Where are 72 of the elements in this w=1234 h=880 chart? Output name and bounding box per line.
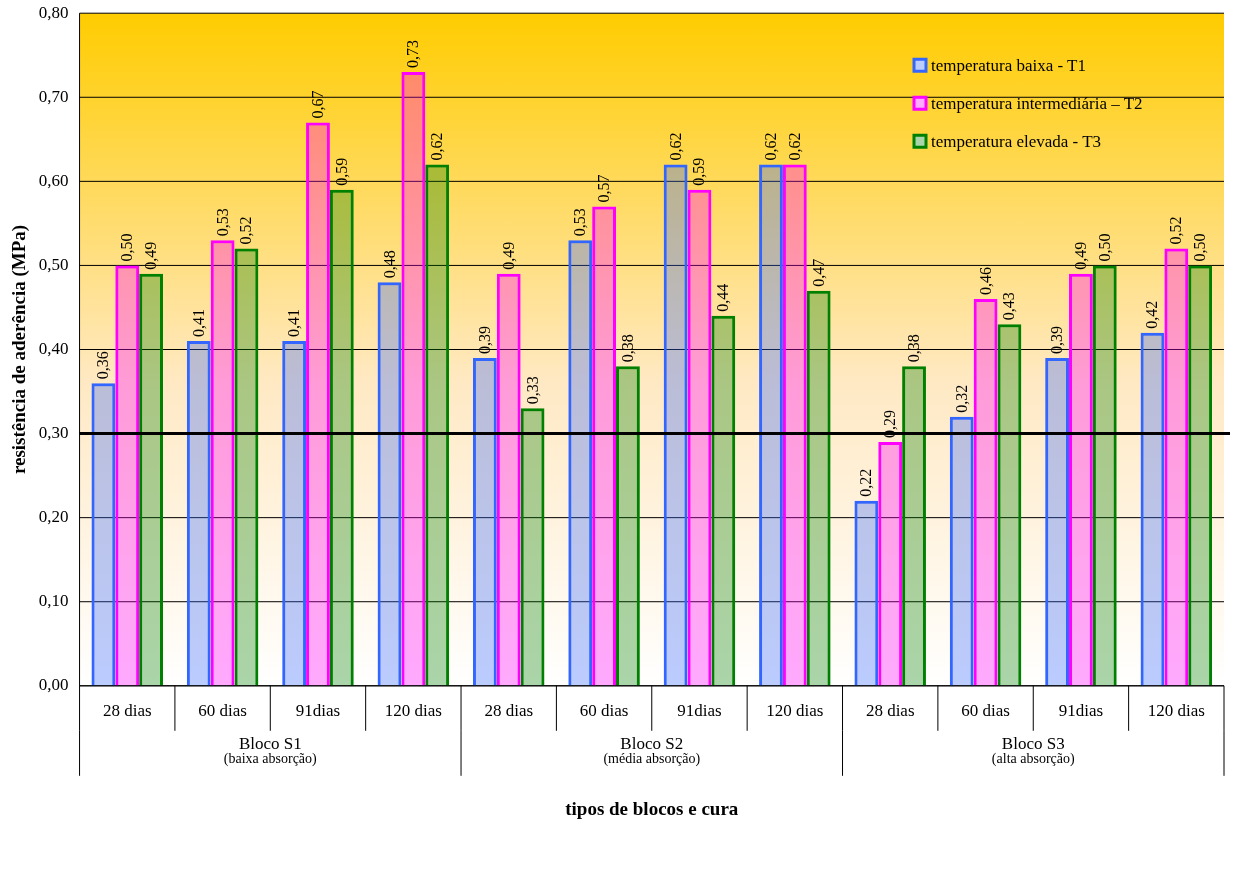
legend-label: temperatura intermediária – T2 xyxy=(931,94,1143,114)
bar xyxy=(616,366,640,686)
bar xyxy=(139,273,163,686)
data-label: 0,43 xyxy=(1000,292,1018,321)
y-tick-label: 0,60 xyxy=(38,170,69,190)
data-label: 0,53 xyxy=(213,208,231,237)
data-label: 0,52 xyxy=(237,216,255,245)
data-label: 0,41 xyxy=(285,309,303,338)
y-tick-label: 0,10 xyxy=(38,591,69,611)
data-label: 0,62 xyxy=(666,132,684,161)
data-label: 0,49 xyxy=(499,241,517,270)
x-tick-label: 60 dias xyxy=(579,701,629,721)
x-tick-label: 91dias xyxy=(1058,701,1104,721)
data-label: 0,42 xyxy=(1143,300,1161,329)
text: Bloco S2 (média absorção) xyxy=(603,733,701,767)
bar xyxy=(472,357,497,686)
bar xyxy=(1069,273,1093,686)
y-tick-label: 0,80 xyxy=(38,2,69,22)
x-tick-label: 120 dias xyxy=(384,701,442,721)
y-tick-label: 0,50 xyxy=(38,254,69,274)
data-label: 0,38 xyxy=(618,334,636,363)
data-label: 0,52 xyxy=(1167,216,1185,245)
data-label: 0,39 xyxy=(1048,325,1066,354)
data-label: 0,59 xyxy=(690,157,708,186)
bar xyxy=(1188,265,1213,686)
data-label: 0,50 xyxy=(1095,233,1113,262)
data-label: 0,57 xyxy=(595,174,613,203)
y-axis-title: resistência de aderência (MPa) xyxy=(8,224,31,475)
data-label: 0,44 xyxy=(714,283,732,312)
data-label: 0,41 xyxy=(189,309,207,338)
bar xyxy=(759,164,783,686)
x-tick-label: 91dias xyxy=(295,701,341,721)
x-tick-label: 60 dias xyxy=(198,701,247,721)
data-label: 0,67 xyxy=(308,90,326,119)
data-label: 0,50 xyxy=(118,233,136,262)
data-label: 0,49 xyxy=(142,241,160,270)
x-tick-label: 91dias xyxy=(677,701,722,721)
text: Bloco S3 (alta absorção) xyxy=(991,733,1075,767)
y-tick-label: 0,20 xyxy=(38,507,69,527)
x-tick-label: 120 dias xyxy=(766,701,824,721)
data-label: 0,48 xyxy=(380,250,398,279)
data-label: 0,22 xyxy=(857,468,875,497)
data-label: 0,62 xyxy=(428,132,446,161)
data-label: 0,36 xyxy=(94,351,112,380)
data-label: 0,47 xyxy=(809,258,827,287)
data-label: 0,53 xyxy=(571,208,589,237)
y-tick-label: 0,00 xyxy=(38,675,69,695)
data-label: 0,33 xyxy=(523,376,541,405)
data-label: 0,32 xyxy=(952,384,970,413)
legend-label: temperatura elevada - T3 xyxy=(931,132,1102,152)
text: Bloco S1 (baixa absorção) xyxy=(223,733,318,767)
data-label: 0,59 xyxy=(332,157,350,186)
data-label: 0,50 xyxy=(1191,233,1209,262)
bar xyxy=(306,122,330,686)
x-tick-label: 28 dias xyxy=(484,701,534,721)
x-axis-title: tipos de blocos e cura xyxy=(565,797,739,819)
x-tick-label: 60 dias xyxy=(961,701,1010,721)
legend-label: temperatura baixa - T1 xyxy=(931,56,1086,76)
y-tick-label: 0,30 xyxy=(38,423,69,443)
y-tick-label: 0,40 xyxy=(38,338,69,358)
y-tick-label: 0,70 xyxy=(38,86,69,106)
data-label: 0,38 xyxy=(905,334,923,363)
bar xyxy=(902,366,926,686)
x-tick-label: 28 dias xyxy=(865,701,915,721)
data-label: 0,62 xyxy=(785,132,803,161)
data-label: 0,49 xyxy=(1071,241,1089,270)
data-label: 0,46 xyxy=(976,267,994,296)
x-tick-label: 28 dias xyxy=(102,701,152,721)
data-label: 0,62 xyxy=(761,132,779,161)
x-tick-label: 120 dias xyxy=(1147,701,1205,721)
data-label: 0,73 xyxy=(404,40,422,69)
data-label: 0,39 xyxy=(475,325,493,354)
